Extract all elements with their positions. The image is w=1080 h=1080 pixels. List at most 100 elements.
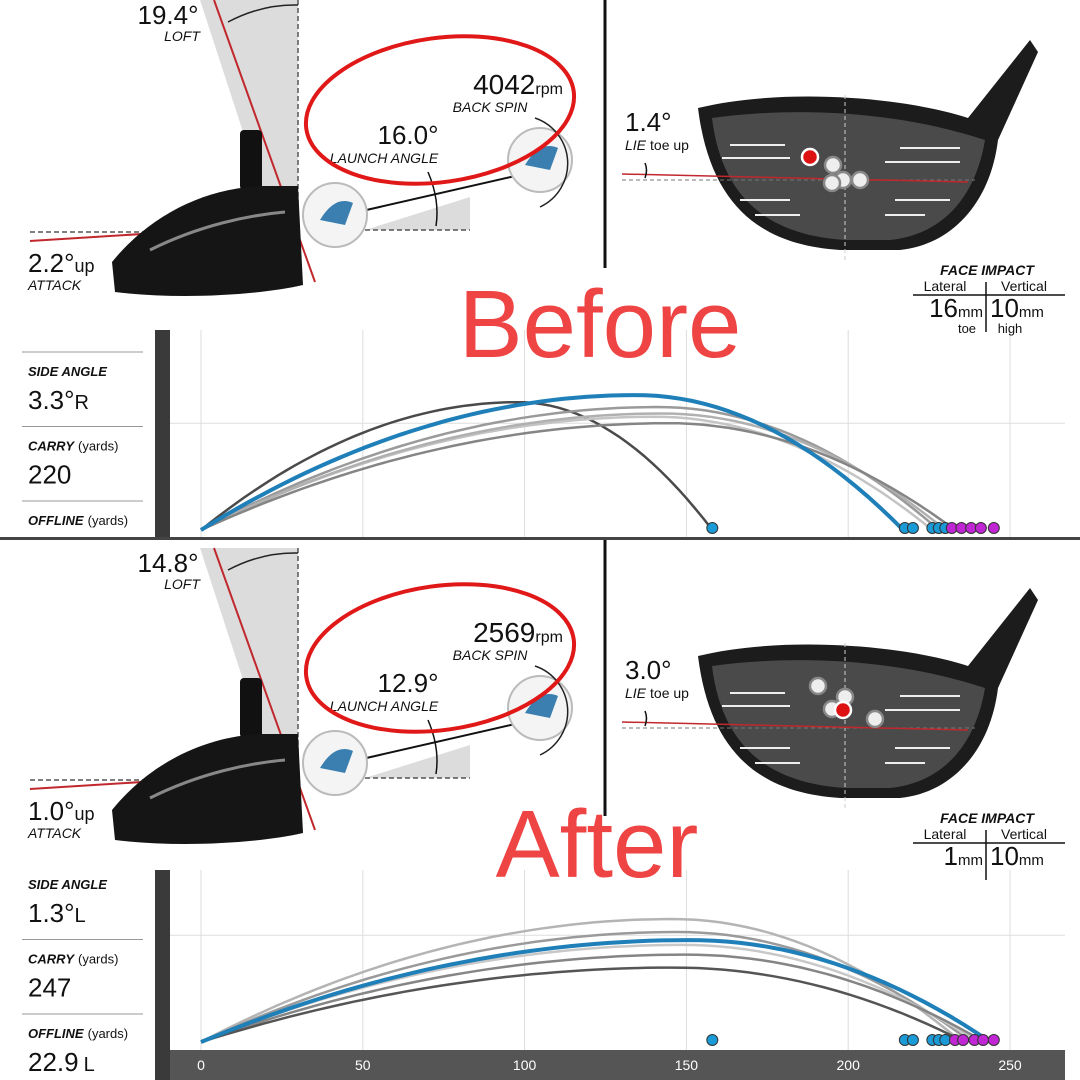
landing-dot [974,522,987,534]
attack-label: ATTACK [27,277,82,293]
spin-label: BACK SPIN [453,647,529,663]
stat-label: SIDE ANGLE [28,364,107,379]
landing-dot [906,1034,919,1046]
lateral-value-part: 16 [929,293,958,323]
stat-value-part: 3.3° [28,385,75,415]
comparison-label: After [496,791,699,898]
vertical-label-part: Vertical [1001,826,1047,842]
lateral-label: Lateral [924,826,967,842]
landing-dot [957,1034,970,1046]
half-separator [0,537,1080,540]
chart-left-bar [155,330,170,537]
impact-dot [800,147,820,167]
vertical-value-part: mm [1019,304,1044,321]
impact-dot [823,155,843,175]
stat-label: CARRY (yards) [28,439,118,454]
stat-value: 3.3°R [28,385,89,415]
launch-wedge [365,745,470,778]
stat-value: 1.3°L [28,898,86,928]
x-tick-label: 50 [355,1057,371,1073]
ball-logo [320,201,353,225]
lie-line [621,173,969,183]
loft-label-part: LOFT [164,576,201,592]
lie-label-part: LIE [625,137,647,153]
x-tick-label: 150 [675,1057,699,1073]
stat-label-part: OFFLINE [28,513,84,528]
lie-value-part: 3.0° [625,655,672,685]
hosel [240,678,262,738]
stat-label: CARRY (yards) [28,952,118,967]
vertical-value-part: 10 [990,293,1019,323]
annotation-circle [303,34,577,186]
stat-value: 220 [28,460,71,490]
launch-line [361,723,516,760]
stat-value-part: 22.9 [28,1047,79,1077]
vertical-label: Vertical [1001,278,1047,294]
stat-value-part: L [75,905,86,927]
trajectory [200,953,985,1044]
x-tick-label: 100 [513,1057,537,1073]
vertical-note-part: high [998,321,1023,336]
loft-label: LOFT [164,28,201,44]
lie-label: LIE toe up [625,137,689,153]
x-tick-label: 250 [998,1057,1022,1073]
lie-label-part: toe up [650,685,689,701]
landing-dot [977,1034,990,1046]
attack-value: 2.2°up [28,248,95,278]
launch-value: 12.9° [377,668,438,698]
club-shine [149,210,286,252]
attack-value: 1.0°up [28,796,95,826]
stat-value: 247 [28,973,71,1003]
trajectory [200,421,956,532]
vertical-label-part: Vertical [1001,278,1047,294]
lie-label: LIE toe up [625,685,689,701]
vertical-value-part: 10 [990,841,1019,871]
x-axis-band [170,1050,1065,1080]
face-impact-title-part: FACE IMPACT [940,810,1035,826]
stat-value-part: L [84,1054,95,1076]
ball-logo [320,749,353,773]
impact-dot [865,709,885,729]
loft-value-part: 14.8° [137,548,198,578]
club-head [112,734,303,844]
landing-dot [987,1034,1000,1046]
stat-label-part: CARRY [28,439,75,454]
stat-value-part: R [75,392,89,414]
trajectory [200,412,947,532]
trajectory [200,405,940,532]
launch-label-part: LAUNCH ANGLE [330,150,439,166]
ball-logo [525,146,558,170]
stat-label-part: (yards) [88,1026,128,1041]
attack-line [29,780,159,790]
club-head [112,186,303,296]
lie-arc [644,710,648,727]
lateral-label-part: Lateral [924,826,967,842]
lateral-note-part: toe [958,321,976,336]
spin-value-part: rpm [535,81,563,98]
annotation-circle [303,582,577,734]
stat-value-part: 247 [28,973,71,1003]
stat-label: OFFLINE (yards) [28,1026,128,1041]
launch-label: LAUNCH ANGLE [330,698,439,714]
stat-label-part: SIDE ANGLE [28,877,107,892]
attack-label: ATTACK [27,825,82,841]
loft-value: 14.8° [137,548,198,578]
face-impact-title: FACE IMPACT [940,810,1035,826]
lateral-value-part: mm [958,852,983,869]
club-shine [149,758,286,800]
spin-label-part: BACK SPIN [453,99,529,115]
stat-label-part: SIDE ANGLE [28,364,107,379]
vertical-note: high [998,321,1023,336]
attack-value-part: 2.2° [28,248,75,278]
impact-dot [833,700,853,720]
launch-wedge [365,197,470,230]
launch-value-part: 16.0° [377,120,438,150]
trajectory [200,917,963,1044]
stat-label-part: (yards) [78,952,118,967]
face-impact-title: FACE IMPACT [940,262,1035,278]
attack-value-part: up [75,804,95,824]
stat-label-part: (yards) [88,513,128,528]
stat-label: SIDE ANGLE [28,877,107,892]
